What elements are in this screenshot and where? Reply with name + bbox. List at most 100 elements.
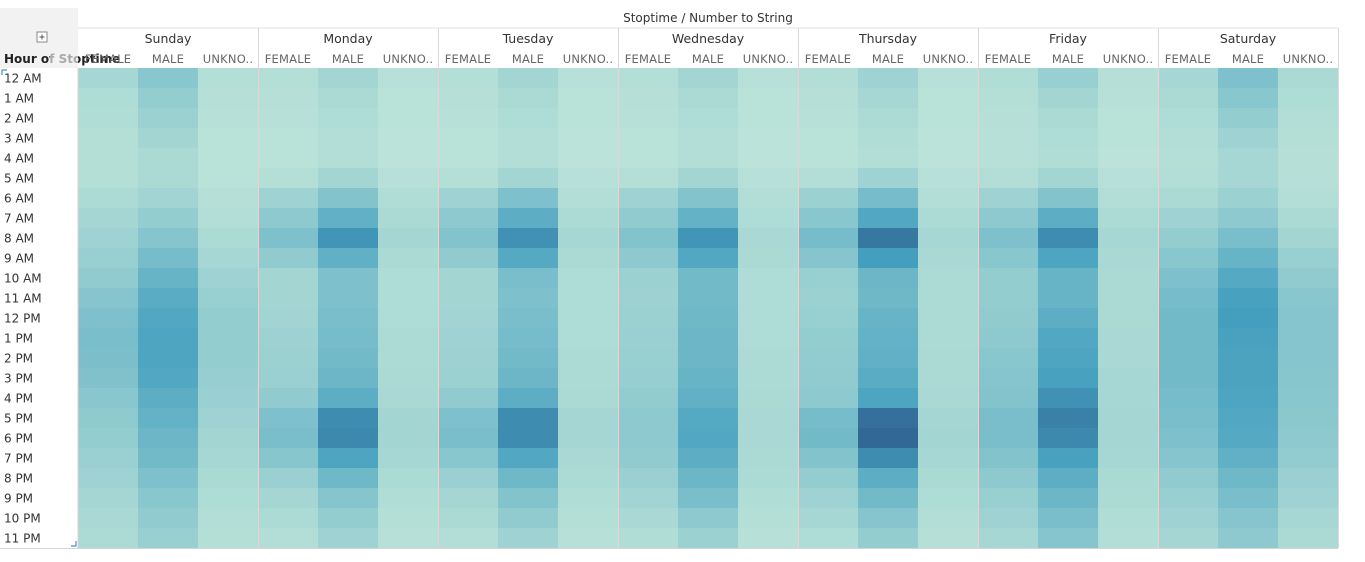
gender-header[interactable]: FEMALE [805, 52, 852, 66]
heatmap-cell[interactable] [798, 288, 858, 308]
heatmap-cell[interactable] [438, 368, 498, 388]
heatmap-cell[interactable] [1158, 528, 1218, 548]
heatmap-cell[interactable] [378, 268, 438, 288]
hour-label[interactable]: 3 PM [4, 372, 33, 386]
heatmap-cell[interactable] [1098, 508, 1158, 528]
heatmap-cell[interactable] [258, 88, 318, 108]
heatmap-cell[interactable] [258, 488, 318, 508]
heatmap-cell[interactable] [138, 88, 198, 108]
hour-label[interactable]: 7 PM [4, 452, 33, 466]
heatmap-cell[interactable] [678, 468, 738, 488]
heatmap-cell[interactable] [618, 388, 678, 408]
heatmap-cell[interactable] [1158, 88, 1218, 108]
heatmap-cell[interactable] [558, 468, 618, 488]
heatmap-cell[interactable] [678, 508, 738, 528]
heatmap-cell[interactable] [1278, 268, 1338, 288]
heatmap-cell[interactable] [138, 388, 198, 408]
heatmap-cell[interactable] [1038, 148, 1098, 168]
heatmap-cell[interactable] [978, 388, 1038, 408]
heatmap-cell[interactable] [1038, 348, 1098, 368]
day-header-sunday[interactable]: Sunday [145, 31, 192, 46]
heatmap-cell[interactable] [918, 148, 978, 168]
heatmap-cell[interactable] [78, 308, 138, 328]
heatmap-cell[interactable] [1038, 308, 1098, 328]
heatmap-cell[interactable] [1158, 128, 1218, 148]
heatmap-cell[interactable] [618, 88, 678, 108]
heatmap-cell[interactable] [1218, 88, 1278, 108]
heatmap-cell[interactable] [1158, 428, 1218, 448]
heatmap-cell[interactable] [498, 108, 558, 128]
heatmap-cell[interactable] [258, 108, 318, 128]
heatmap-cell[interactable] [258, 328, 318, 348]
heatmap-cell[interactable] [978, 488, 1038, 508]
heatmap-cell[interactable] [738, 468, 798, 488]
heatmap-cell[interactable] [78, 508, 138, 528]
heatmap-cell[interactable] [438, 468, 498, 488]
heatmap-cell[interactable] [798, 488, 858, 508]
heatmap-cell[interactable] [978, 328, 1038, 348]
heatmap-cell[interactable] [1098, 88, 1158, 108]
heatmap-cell[interactable] [978, 408, 1038, 428]
heatmap-cell[interactable] [1098, 248, 1158, 268]
heatmap-cell[interactable] [138, 248, 198, 268]
heatmap-cell[interactable] [798, 168, 858, 188]
heatmap-cell[interactable] [78, 68, 138, 88]
heatmap-cell[interactable] [438, 128, 498, 148]
heatmap-cell[interactable] [378, 408, 438, 428]
heatmap-cell[interactable] [1218, 148, 1278, 168]
heatmap-cell[interactable] [1038, 208, 1098, 228]
heatmap-cell[interactable] [1278, 528, 1338, 548]
day-header-friday[interactable]: Friday [1049, 31, 1087, 46]
heatmap-cell[interactable] [138, 508, 198, 528]
heatmap-cell[interactable] [438, 288, 498, 308]
heatmap-cell[interactable] [1218, 248, 1278, 268]
heatmap-cell[interactable] [1038, 268, 1098, 288]
hour-label[interactable]: 1 AM [4, 92, 34, 106]
heatmap-cell[interactable] [858, 448, 918, 468]
heatmap-cell[interactable] [78, 408, 138, 428]
heatmap-cell[interactable] [198, 508, 258, 528]
heatmap-cell[interactable] [258, 168, 318, 188]
heatmap-cell[interactable] [858, 388, 918, 408]
heatmap-cell[interactable] [318, 308, 378, 328]
heatmap-cell[interactable] [378, 168, 438, 188]
heatmap-cell[interactable] [498, 468, 558, 488]
heatmap-cell[interactable] [1218, 228, 1278, 248]
heatmap-cell[interactable] [618, 148, 678, 168]
heatmap-cell[interactable] [198, 468, 258, 488]
heatmap-cell[interactable] [618, 288, 678, 308]
heatmap-cell[interactable] [438, 348, 498, 368]
heatmap-cell[interactable] [78, 488, 138, 508]
heatmap-cell[interactable] [198, 308, 258, 328]
heatmap-cell[interactable] [258, 348, 318, 368]
heatmap-cell[interactable] [558, 448, 618, 468]
heatmap-cell[interactable] [1098, 488, 1158, 508]
heatmap-cell[interactable] [918, 288, 978, 308]
heatmap-cell[interactable] [498, 388, 558, 408]
heatmap-cell[interactable] [1278, 508, 1338, 528]
heatmap-cell[interactable] [618, 368, 678, 388]
heatmap-cell[interactable] [978, 448, 1038, 468]
heatmap-cell[interactable] [318, 268, 378, 288]
heatmap-cell[interactable] [378, 328, 438, 348]
heatmap-cell[interactable] [1218, 488, 1278, 508]
heatmap-cell[interactable] [618, 308, 678, 328]
heatmap-cell[interactable] [78, 228, 138, 248]
heatmap-cell[interactable] [678, 308, 738, 328]
heatmap-cell[interactable] [438, 88, 498, 108]
heatmap-cell[interactable] [798, 448, 858, 468]
heatmap-cell[interactable] [258, 248, 318, 268]
heatmap-cell[interactable] [78, 148, 138, 168]
heatmap-cell[interactable] [1218, 428, 1278, 448]
heatmap-cell[interactable] [258, 128, 318, 148]
heatmap-cell[interactable] [978, 508, 1038, 528]
heatmap-cell[interactable] [198, 388, 258, 408]
hour-label[interactable]: 8 AM [4, 232, 34, 246]
heatmap-cell[interactable] [438, 308, 498, 328]
heatmap-cell[interactable] [1038, 188, 1098, 208]
heatmap-cell[interactable] [378, 428, 438, 448]
heatmap-cell[interactable] [918, 188, 978, 208]
hour-label[interactable]: 9 PM [4, 492, 33, 506]
heatmap-cell[interactable] [858, 188, 918, 208]
heatmap-cell[interactable] [738, 368, 798, 388]
